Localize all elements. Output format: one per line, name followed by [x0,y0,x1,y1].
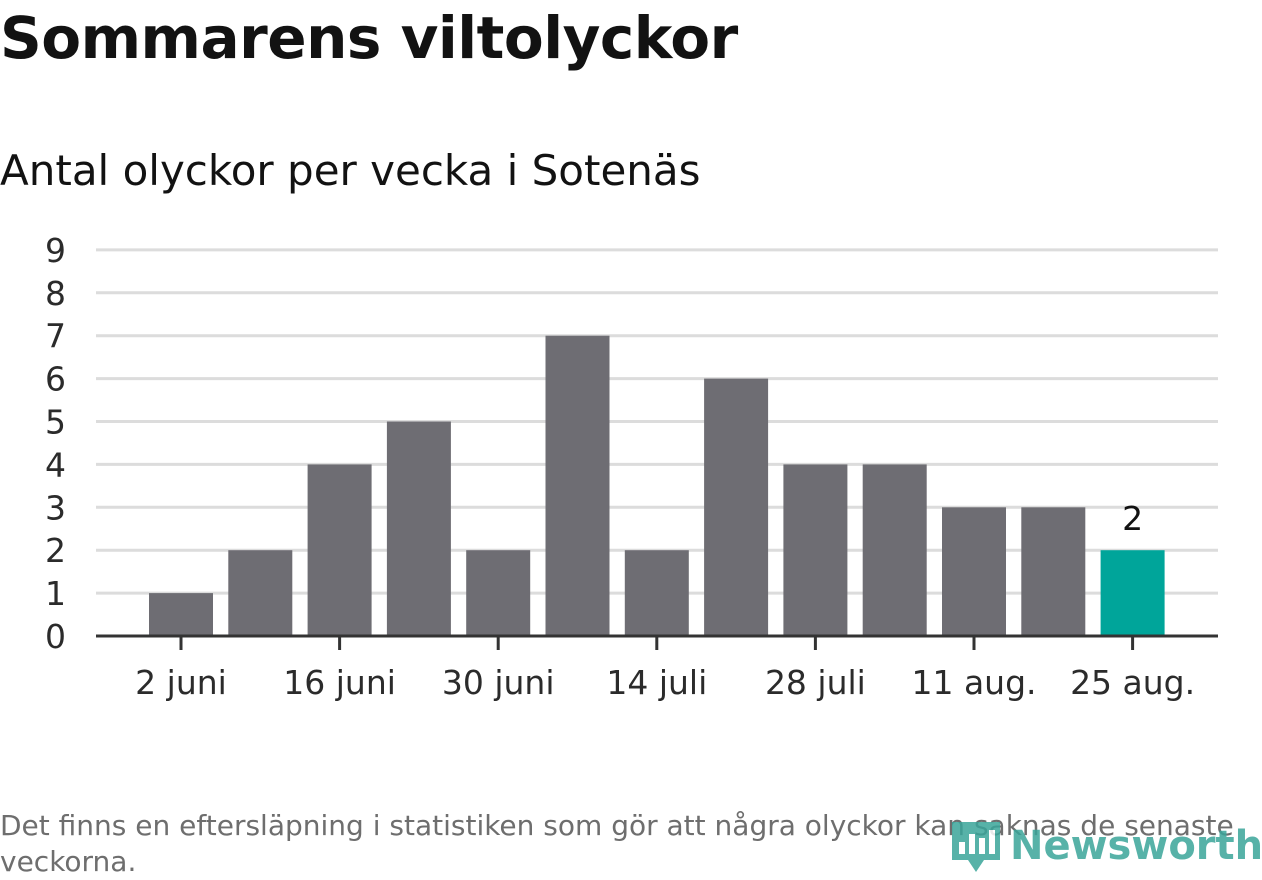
bar-highlight [1100,550,1165,636]
bar [149,593,213,636]
bar-chart: 0 1 2 3 45 6 7 8 9 2 juni 16 juni 30 juni 14 juli 28… [45,231,1218,702]
y-tick-label: 1 [45,574,66,613]
bar [704,378,769,636]
chart-title: Sommarens viltolyckor [0,4,738,72]
y-tick-label: 0 [45,617,66,656]
x-axis-ticks: 2 juni 16 juni 30 juni 14 juli 28 juli 11 aug… [135,636,1195,702]
y-tick-label: 9 [45,231,66,270]
chart-subtitle: Antal olyckor per vecka i Sotenäs [0,146,701,195]
x-tick-label: 25 aug. [1070,663,1195,702]
x-tick-label: 30 juni [442,663,555,702]
brand-name: Newsworthy [1010,823,1262,869]
bar [942,507,1006,636]
x-tick-label: 16 juni [283,663,396,702]
x-tick-label: 11 aug. [911,663,1036,702]
bar [862,464,927,636]
data-labels: 2 [1122,499,1143,538]
y-tick-label: 3 [45,488,66,527]
y-axis-ticks: 0 1 2 3 45 6 7 8 9 [45,231,66,656]
bar [624,550,689,636]
x-tick-label: 2 juni [135,663,227,702]
x-tick-label: 14 juli [606,663,707,702]
bar [545,335,610,636]
bar [386,421,451,636]
x-tick-label: 28 juli [765,663,866,702]
newsworthy-logo-icon [952,822,1000,872]
gridlines [96,248,1218,595]
data-label: 2 [1122,499,1143,538]
y-tick-label: 4 [45,445,66,484]
newsworthy-brand[interactable]: Newsworthy [950,814,1262,878]
y-tick-label: 5 [45,403,66,442]
bars [149,335,1165,636]
bar [1021,507,1086,636]
footnote: Det finns en eftersläpning i statistiken… [0,809,1234,878]
bar [228,550,293,636]
y-tick-label: 7 [45,317,66,356]
y-tick-label: 6 [45,360,66,399]
y-tick-label: 8 [45,274,66,313]
bar [466,550,531,636]
y-tick-label: 2 [45,531,66,570]
bar [307,464,372,636]
bar [783,464,848,636]
